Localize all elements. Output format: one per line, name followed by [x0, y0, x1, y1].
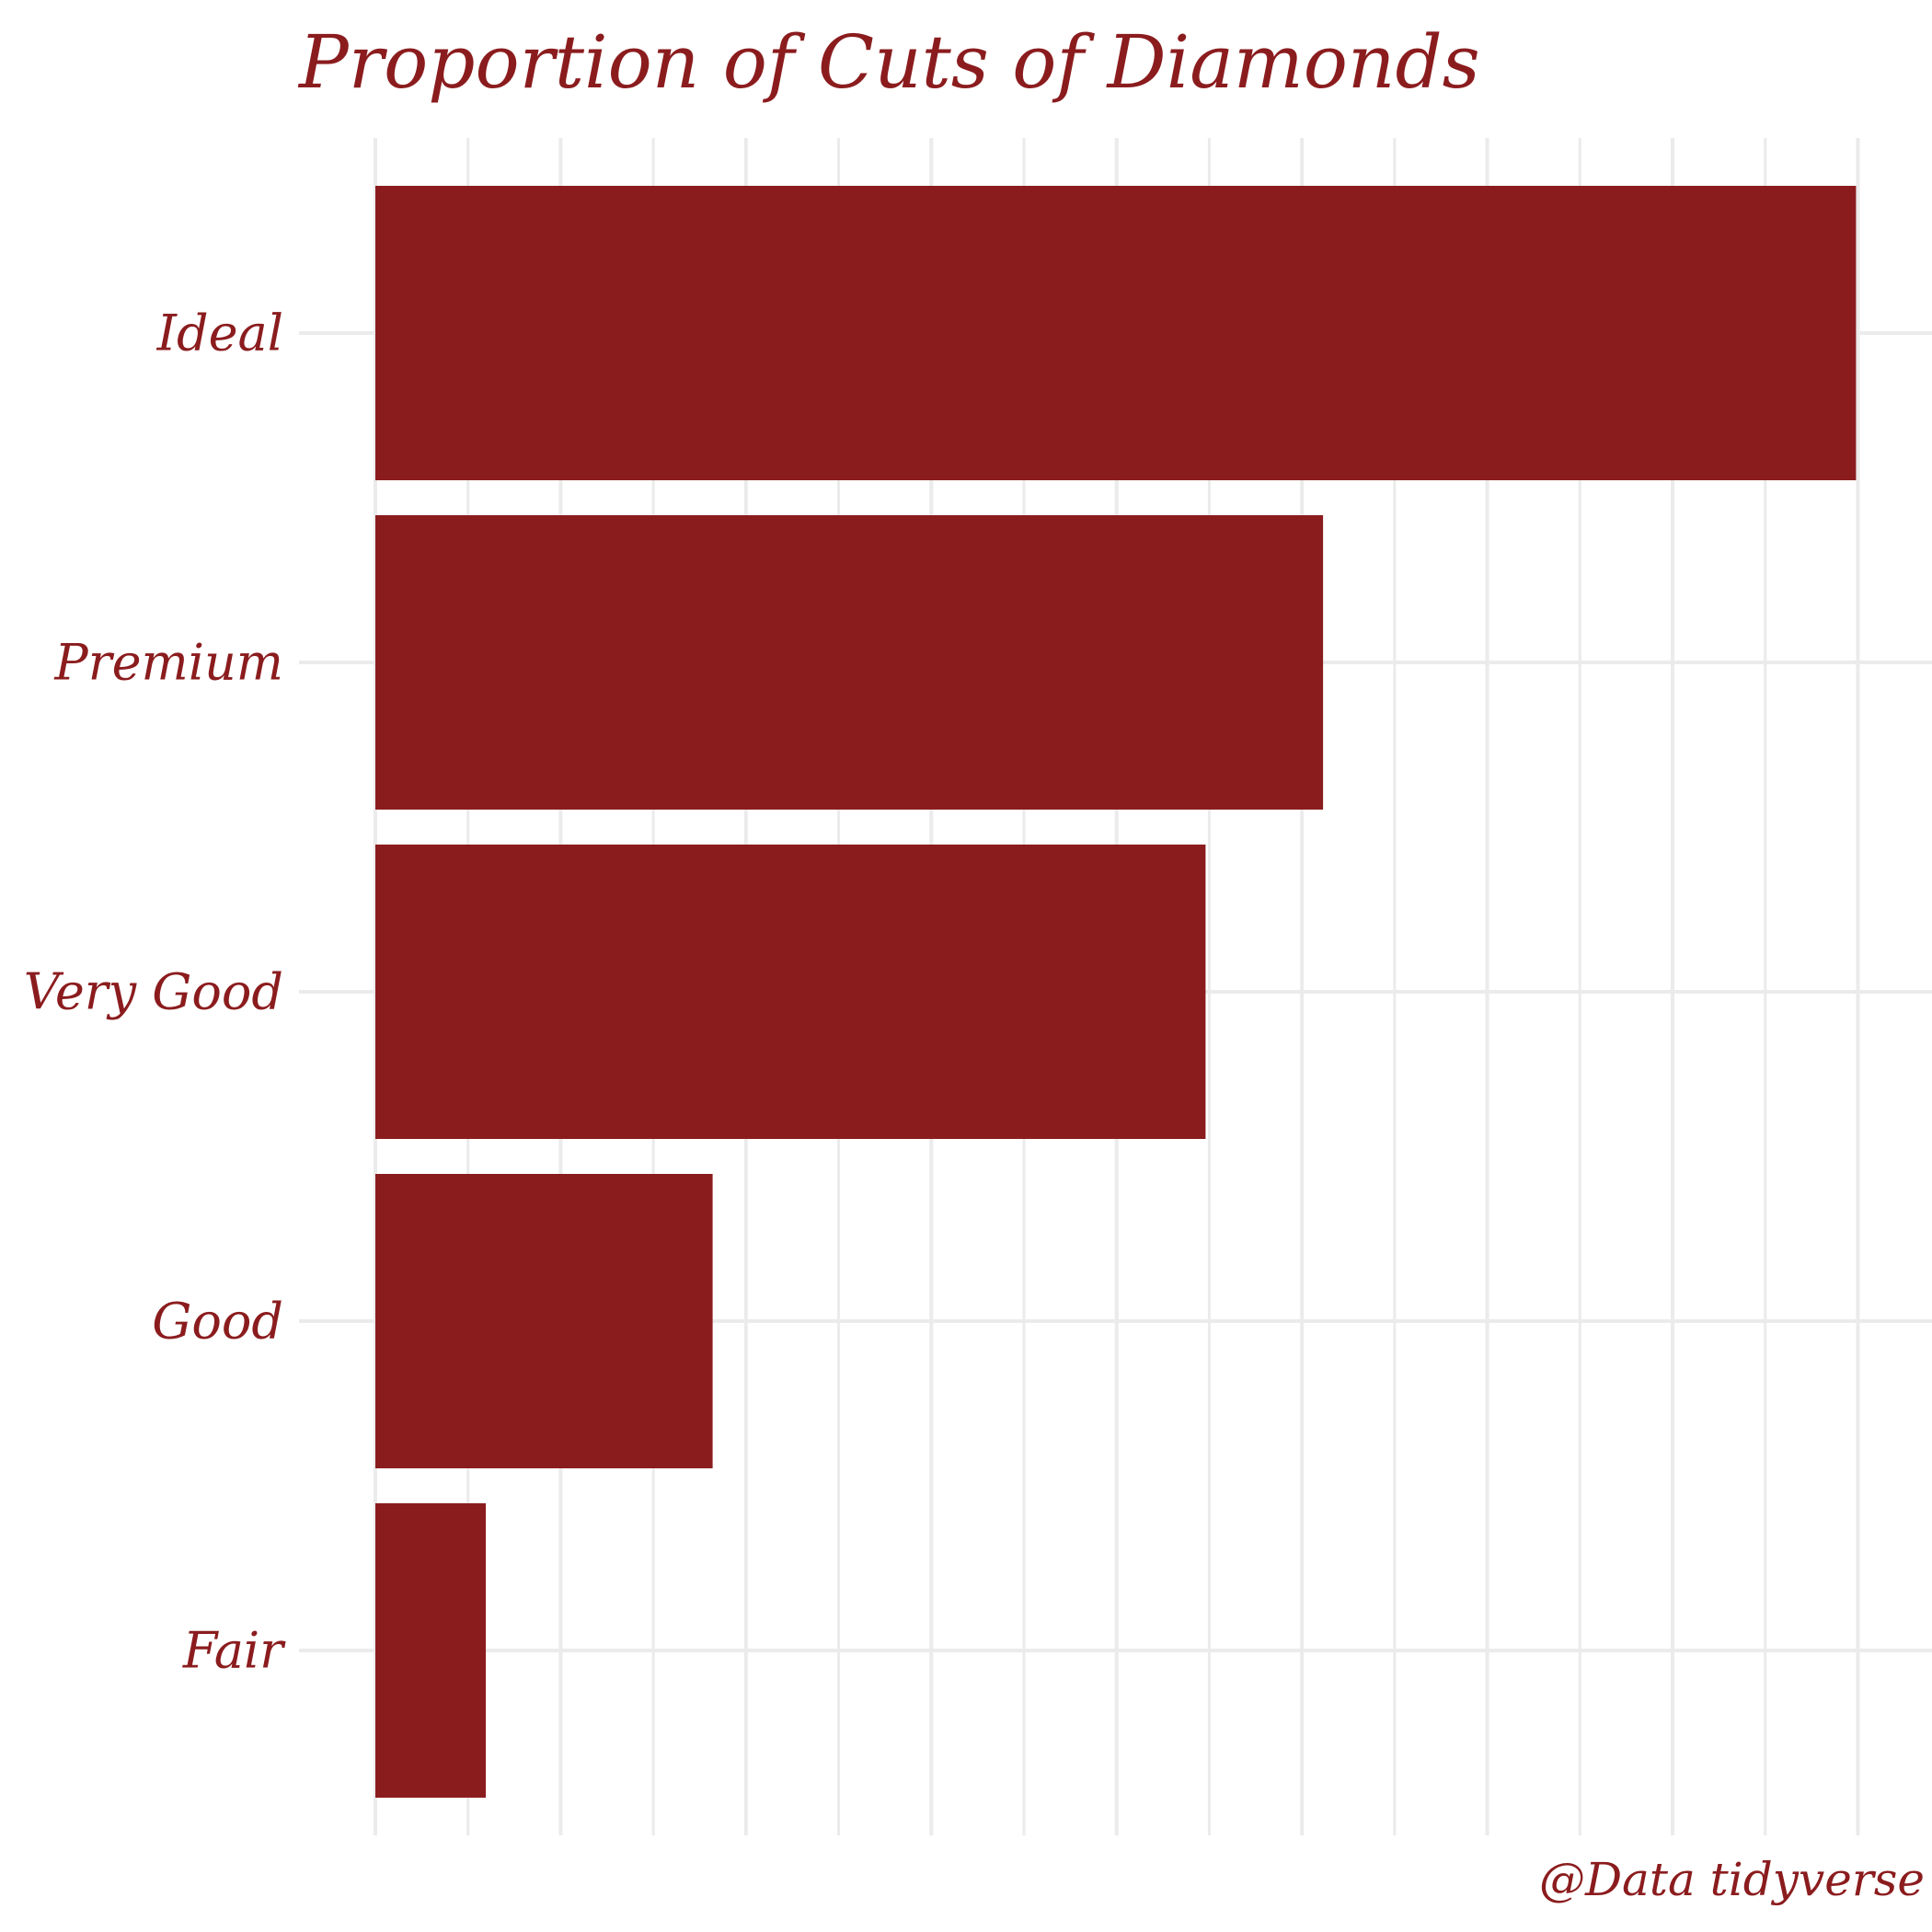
category-label: Good	[152, 1293, 283, 1351]
chart-caption: @Data tidyverse	[1539, 1853, 1925, 1906]
bar-fair	[375, 1503, 487, 1798]
bar-good	[375, 1174, 713, 1468]
bar-very-good	[375, 845, 1206, 1139]
category-label: Ideal	[156, 305, 283, 362]
category-label: Very Good	[24, 963, 283, 1021]
category-label: Fair	[182, 1622, 286, 1680]
chart-title: Proportion of Cuts of Diamonds	[297, 19, 1480, 105]
category-labels: Ideal Premium Very Good Good Fair	[24, 305, 286, 1680]
bar-ideal	[375, 186, 1857, 480]
bars	[375, 186, 1857, 1798]
bar-premium	[375, 515, 1324, 810]
category-label: Premium	[53, 634, 283, 692]
